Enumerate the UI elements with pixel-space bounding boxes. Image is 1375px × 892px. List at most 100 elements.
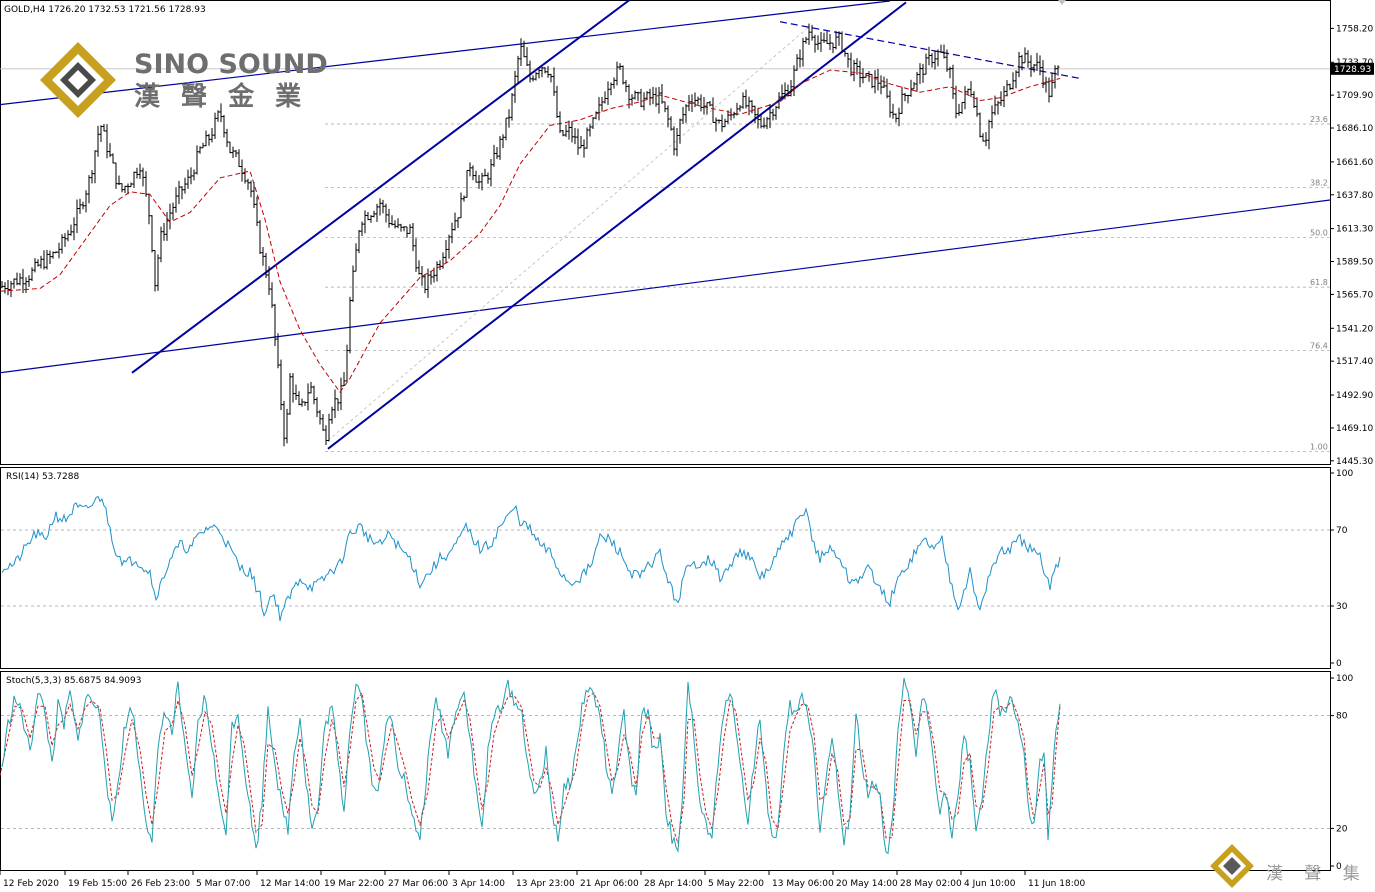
price-bar [384, 203, 388, 223]
price-bar [879, 75, 883, 95]
price-bar [150, 215, 154, 253]
price-bar [336, 398, 340, 411]
price-bar [846, 52, 850, 68]
price-bar [159, 226, 163, 263]
price-bar [702, 97, 706, 115]
price-bar [1053, 65, 1057, 89]
price-axis-label: 1709.90 [1336, 91, 1373, 101]
price-bar [375, 203, 379, 222]
price-bar [216, 110, 220, 122]
price-bar [849, 52, 853, 77]
price-bar [891, 103, 895, 119]
price-bar [132, 171, 136, 188]
price-bar [630, 94, 634, 106]
price-bar [546, 66, 550, 78]
stoch-signal-line [0, 691, 1061, 844]
price-axis-label: 1589.50 [1336, 258, 1373, 268]
price-bar [885, 78, 889, 99]
price-bar [720, 114, 724, 132]
price-bar [984, 131, 988, 147]
price-bar [270, 282, 274, 308]
price-bar [42, 250, 46, 270]
stoch-axis-label: 20 [1336, 824, 1348, 834]
price-bar [690, 94, 694, 112]
price-bar [1020, 54, 1024, 71]
price-bar [348, 296, 352, 354]
price-bar [654, 87, 658, 107]
price-bar [279, 359, 283, 411]
price-bar [21, 268, 25, 294]
trend-line[interactable] [0, 0, 891, 106]
price-bar [30, 267, 34, 282]
price-bar [369, 214, 373, 223]
price-bar [927, 46, 931, 66]
price-bar [1044, 76, 1048, 93]
rsi-axis-label: 30 [1336, 602, 1348, 612]
price-bar [66, 230, 70, 242]
price-bar [822, 32, 826, 43]
price-bar [390, 215, 394, 226]
watermark-logo: 漢 聲 集 團 [1210, 844, 1375, 888]
price-bar [843, 50, 847, 57]
price-bar [534, 72, 538, 81]
price-bar [888, 90, 892, 118]
price-bar [414, 238, 418, 272]
fib-level-label: 61.8 [1310, 278, 1328, 287]
price-bar [462, 195, 466, 202]
price-bar [477, 175, 481, 189]
price-bar [780, 84, 784, 98]
price-bar [789, 80, 793, 97]
price-bar [1035, 52, 1039, 72]
price-bar [177, 180, 181, 205]
price-bar [783, 82, 787, 100]
trend-line[interactable] [327, 1, 907, 450]
price-bar [405, 226, 409, 238]
time-axis-label: 12 Mar 14:00 [260, 879, 320, 889]
dashed-trend-line[interactable] [779, 21, 1081, 79]
price-bar [813, 34, 817, 53]
rsi-line [1, 495, 1061, 622]
price-bar [513, 70, 517, 103]
price-bar [516, 55, 520, 85]
price-bar [756, 107, 760, 129]
price-bar [900, 86, 904, 115]
price-bar [948, 66, 952, 79]
price-axis-label: 1469.10 [1336, 424, 1373, 434]
price-bar [186, 169, 190, 189]
trend-line[interactable] [0, 199, 1331, 374]
price-bar [708, 100, 712, 107]
price-bar [624, 80, 628, 93]
price-axis-label: 1541.20 [1336, 324, 1373, 334]
current-price-label: 1728.93 [1334, 65, 1371, 75]
price-bar [993, 95, 997, 116]
fib-level-label: 38.2 [1310, 179, 1328, 188]
price-bar [723, 118, 727, 128]
price-bar [1050, 73, 1054, 98]
price-bar [258, 220, 262, 255]
price-bar [672, 126, 676, 156]
price-axis-label: 1758.20 [1336, 24, 1373, 34]
price-bar [741, 92, 745, 109]
price-bar [666, 105, 670, 128]
price-bar [609, 82, 613, 96]
price-bar [57, 242, 61, 259]
price-bar [90, 170, 94, 184]
dashed-trend-line[interactable] [327, 25, 811, 441]
price-bar [684, 104, 688, 123]
price-bar [153, 250, 157, 292]
price-bar [936, 49, 940, 67]
price-bar [618, 63, 622, 70]
price-bar [111, 153, 115, 164]
price-bar [357, 230, 361, 254]
stoch-axis-label: 0 [1336, 862, 1342, 872]
price-bar [552, 67, 556, 96]
chart-shift-marker-icon[interactable] [1058, 0, 1066, 5]
price-bar [219, 103, 223, 123]
price-bar [636, 91, 640, 101]
trend-line[interactable] [131, 0, 631, 374]
price-bar [744, 89, 748, 109]
price-bar [996, 100, 1000, 115]
price-bar [957, 103, 961, 116]
price-bar [726, 110, 730, 124]
